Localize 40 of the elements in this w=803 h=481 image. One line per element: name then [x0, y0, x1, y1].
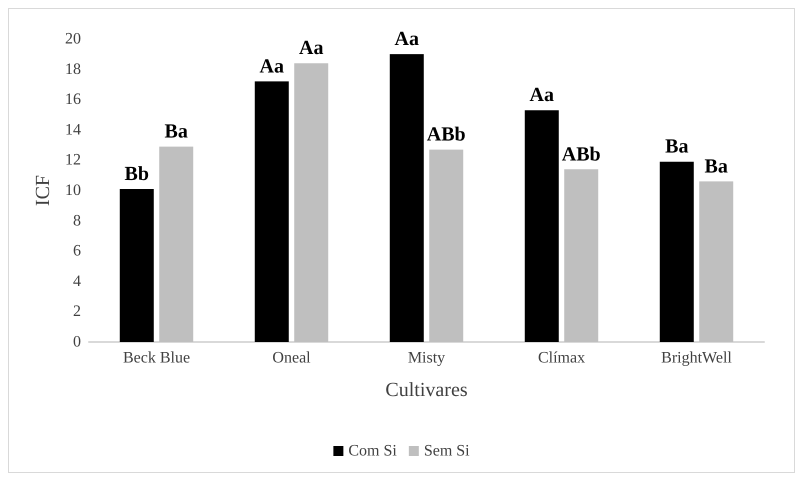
data-label: Ba	[164, 120, 188, 143]
bar	[294, 63, 328, 342]
bar	[390, 54, 424, 342]
bar	[660, 162, 694, 342]
data-label: Aa	[530, 84, 554, 106]
y-tick-label: 12	[65, 152, 81, 169]
bar	[524, 110, 559, 342]
data-label: ABb	[562, 143, 601, 166]
data-label: Ba	[704, 155, 728, 178]
bar	[429, 150, 464, 342]
data-label: Bb	[124, 162, 150, 185]
data-label: Ba	[665, 136, 688, 158]
data-label: Aa	[298, 37, 324, 60]
y-tick-label: 2	[73, 303, 81, 320]
data-label: Aa	[260, 55, 284, 78]
data-label: ABb	[426, 124, 466, 146]
y-tick-label: 6	[73, 242, 81, 260]
x-tick-label: BrightWell	[661, 350, 732, 366]
data-label: Aa	[394, 28, 420, 50]
y-tick-label: 10	[65, 182, 81, 199]
legend-label: Sem Si	[424, 442, 470, 460]
y-axis-title: ICF	[32, 174, 54, 206]
bar	[699, 181, 734, 342]
x-tick-label: Beck Blue	[122, 350, 190, 366]
legend-label: Com Si	[348, 442, 398, 460]
bar	[254, 81, 289, 342]
y-tick-label: 16	[65, 91, 81, 108]
x-tick-label: Misty	[408, 350, 446, 366]
bar	[564, 169, 598, 342]
y-tick-label: 20	[65, 30, 81, 48]
y-tick-label: 14	[65, 121, 81, 138]
x-tick-label: Clímax	[538, 350, 586, 366]
y-tick-label: 0	[73, 334, 81, 350]
x-axis-title: Cultivares	[385, 379, 468, 401]
y-tick-label: 8	[73, 212, 81, 230]
y-tick-label: 18	[65, 60, 81, 78]
y-tick-label: 4	[73, 272, 81, 290]
bar	[120, 188, 154, 342]
bar	[159, 146, 194, 342]
x-tick-label: Oneal	[272, 350, 312, 366]
